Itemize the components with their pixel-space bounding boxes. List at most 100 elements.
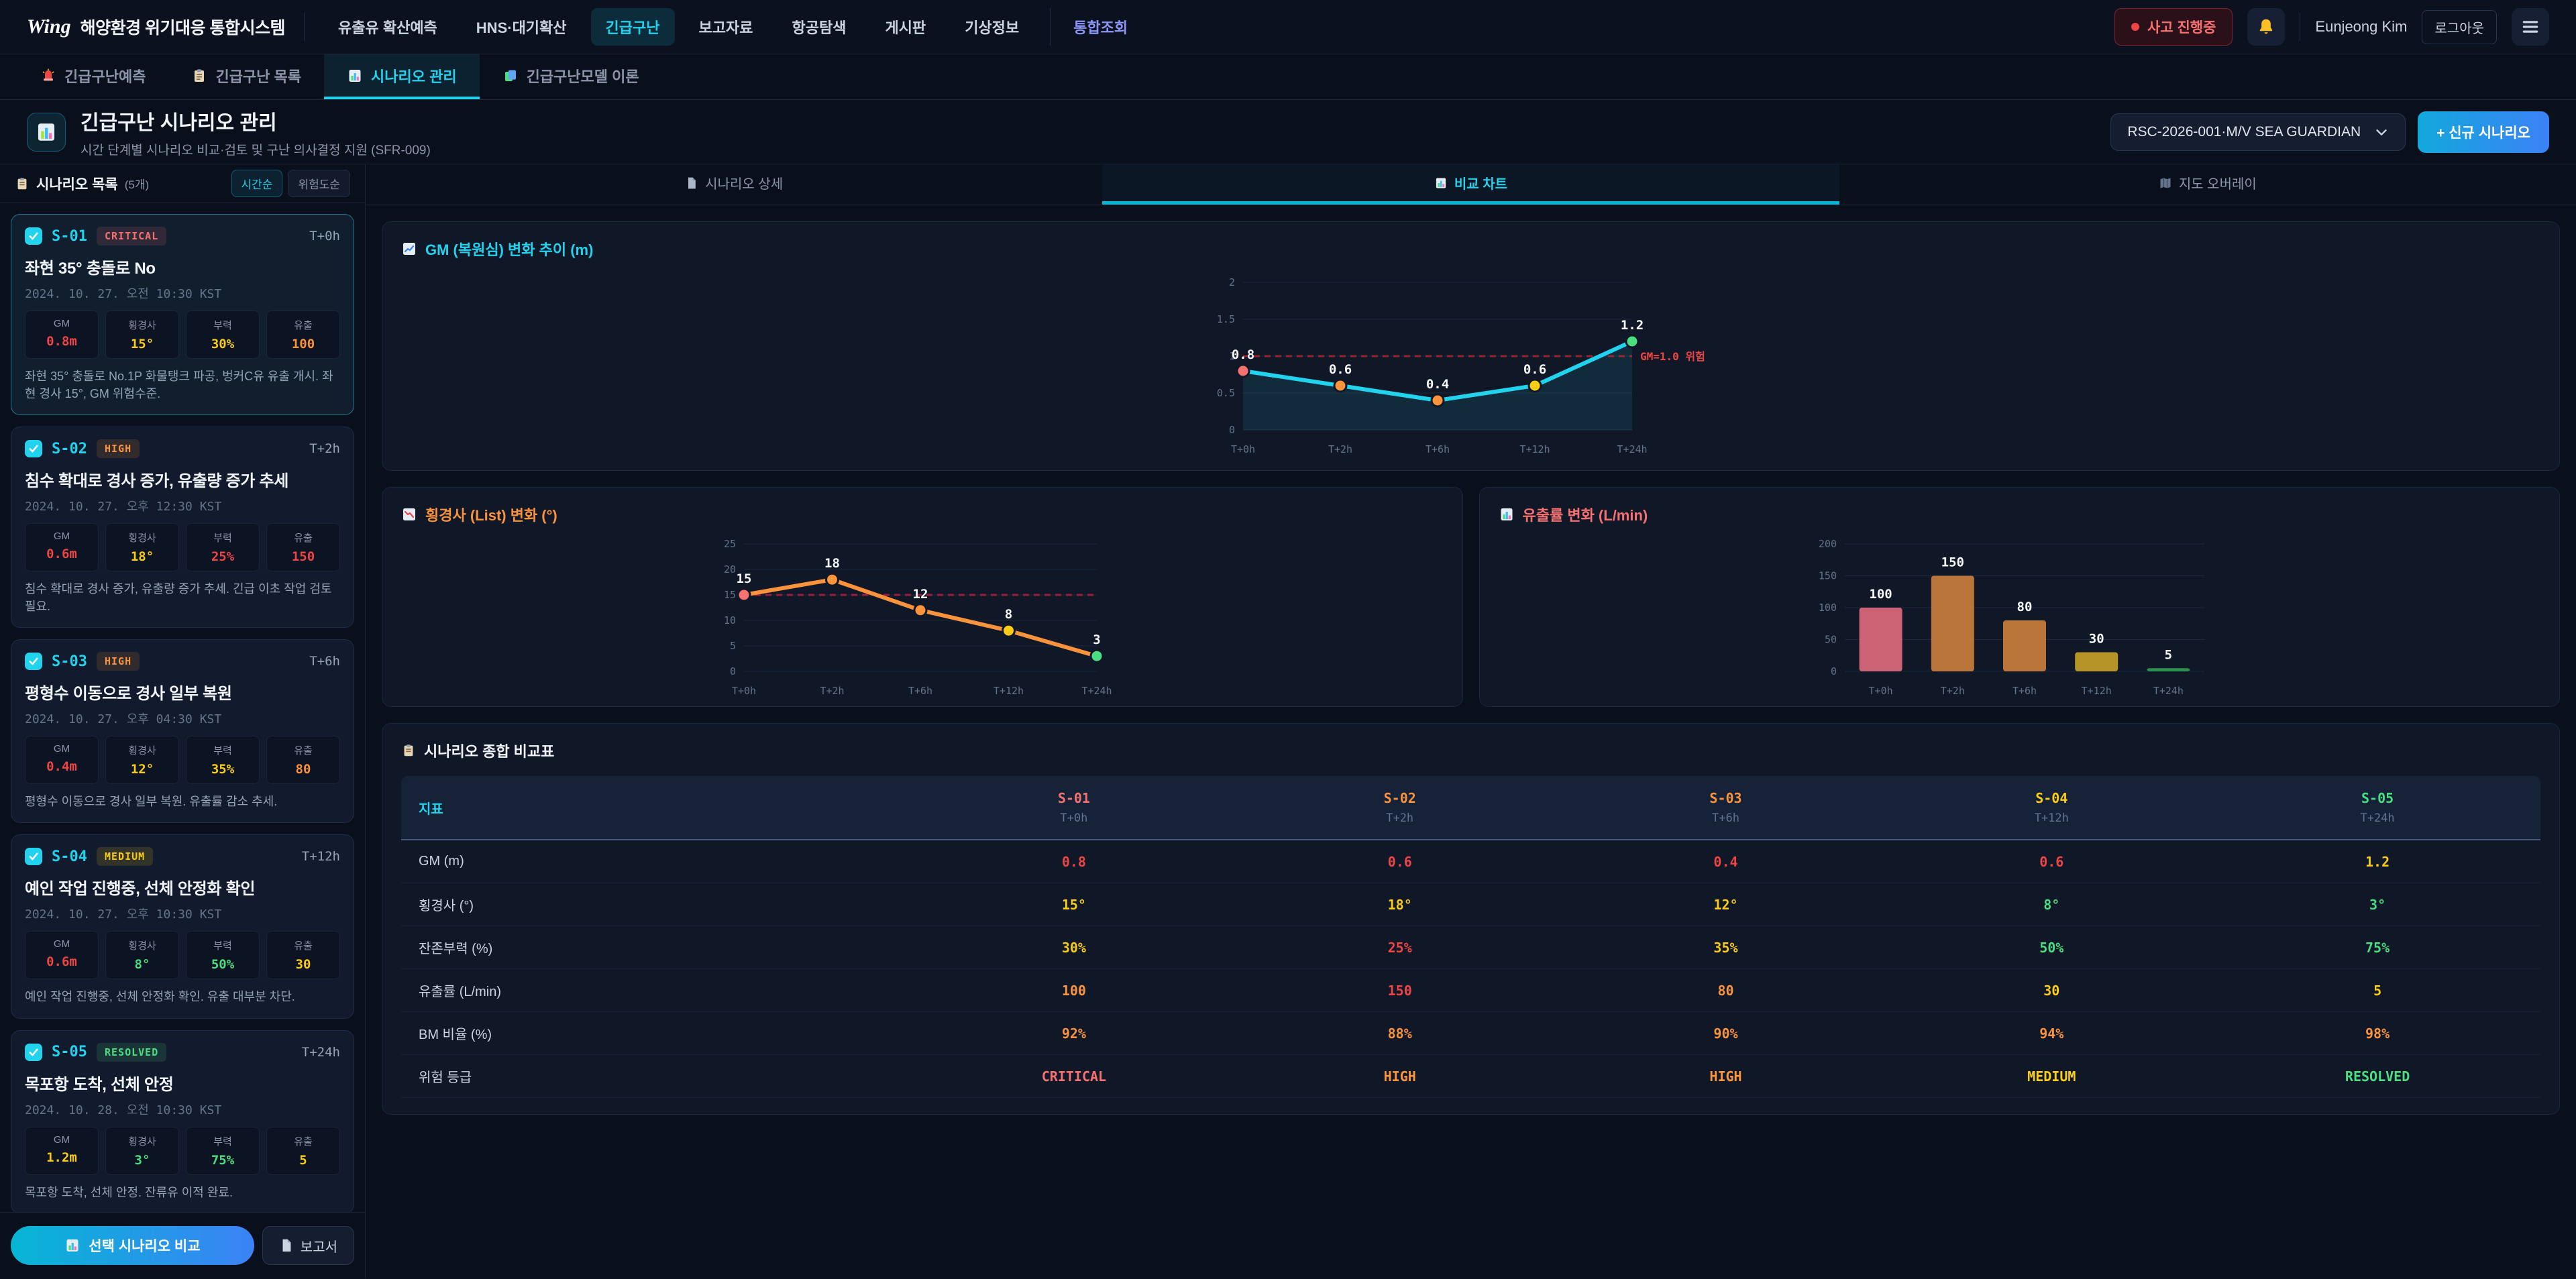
svg-text:0.4: 0.4	[1426, 377, 1448, 392]
tab-rescue-model-theory[interactable]: 긴급구난모델 이론	[480, 54, 662, 99]
table-cell: 18°	[1387, 896, 1412, 913]
table-cell: 0.4	[1713, 853, 1738, 870]
svg-text:0.6: 0.6	[1328, 362, 1351, 377]
metric-value: 5	[299, 1152, 307, 1168]
scenario-metric: 횡경사 18°	[105, 523, 179, 572]
scenario-metric: 횡경사 8°	[105, 931, 179, 980]
logout-button[interactable]: 로그아웃	[2422, 9, 2497, 44]
table-cell: 100	[1061, 982, 1086, 999]
table-cell: RESOLVED	[2345, 1068, 2410, 1085]
case-selector-dropdown[interactable]: RSC-2026-001·M/V SEA GUARDIAN	[2110, 113, 2406, 151]
scenario-description: 평형수 이동으로 경사 일부 복원. 유출률 감소 추세.	[25, 795, 278, 809]
spill-rate-card: 유출률 변화 (L/min) 0 50 100 150 200 100 T+0h 150 T+2…	[1479, 487, 2560, 707]
column-time-offset: T+6h	[1712, 812, 1739, 825]
metric-label: GM	[53, 318, 70, 329]
svg-text:12: 12	[912, 587, 928, 602]
svg-text:GM=1.0 위험: GM=1.0 위험	[1640, 350, 1705, 363]
sort-by-time-button[interactable]: 시간순	[231, 170, 283, 197]
metric-label: 유출	[294, 745, 313, 757]
svg-text:T+0h: T+0h	[732, 685, 756, 697]
scenario-checkbox[interactable]	[25, 653, 42, 671]
scenario-datetime: 2024. 10. 27. 오후 12:30 KST	[25, 500, 222, 514]
svg-text:0: 0	[730, 665, 736, 677]
menu-button[interactable]	[2512, 8, 2549, 46]
row-metric-label: 잔존부력 (%)	[419, 942, 493, 956]
scenario-metric: 횡경사 3°	[105, 1126, 179, 1175]
nav-item-board[interactable]: 게시판	[885, 19, 926, 36]
metric-value: 50%	[211, 957, 235, 972]
scenario-metric: 유출 80	[266, 736, 340, 785]
compare-button-label: 선택 시나리오 비교	[89, 1239, 201, 1254]
tab-scenario-management[interactable]: 시나리오 관리	[324, 54, 480, 99]
table-scenario-column-header: S-05 T+24h	[2214, 790, 2540, 825]
scenario-checkbox[interactable]	[25, 848, 42, 866]
tab-comparison-charts[interactable]: 비교 차트	[1102, 164, 1839, 205]
scenario-checkbox[interactable]	[25, 440, 42, 458]
table-title-row: 시나리오 종합 비교표	[401, 740, 2540, 761]
table-cell: 3°	[2369, 896, 2386, 913]
tab-map-overlay[interactable]: 지도 오버레이	[1839, 164, 2576, 205]
list-chart-title: 횡경사 (List) 변화 (°)	[425, 507, 557, 524]
scenario-title: 좌현 35° 충돌로 No	[25, 260, 156, 278]
table-cell: 1.2	[2365, 853, 2390, 870]
report-button[interactable]: 보고서	[262, 1226, 354, 1265]
nav-item-emergency-rescue[interactable]: 긴급구난	[590, 8, 675, 46]
scenario-checkbox[interactable]	[25, 227, 42, 245]
metric-label: GM	[53, 938, 70, 950]
svg-text:T+2h: T+2h	[820, 685, 844, 697]
scenario-id: S-05	[52, 1044, 87, 1061]
tab-rescue-list[interactable]: 긴급구난 목록	[168, 54, 324, 99]
scenario-id: S-01	[52, 227, 87, 245]
scenario-checkbox[interactable]	[25, 1043, 42, 1061]
page-actions: RSC-2026-001·M/V SEA GUARDIAN + 신규 시나리오	[2110, 111, 2549, 153]
table-cell: 35%	[1713, 939, 1738, 956]
new-scenario-button[interactable]: + 신규 시나리오	[2418, 111, 2549, 153]
column-scenario-id: S-04	[2035, 790, 2068, 806]
scenario-metric: 부력 25%	[186, 523, 260, 572]
notification-button[interactable]	[2247, 8, 2286, 46]
comparison-table-card: 시나리오 종합 비교표 지표 S-01 T+0h S-02 T+2h S-03 T+6…	[382, 723, 2560, 1115]
table-cell: 94%	[2039, 1025, 2064, 1042]
scenario-metric: 부력 50%	[186, 931, 260, 980]
metric-value: 1.2m	[46, 1150, 77, 1165]
main-menu: 유출유 확산예측 HNS·대기확산 긴급구난 보고자료 항공탐색 게시판 기상정…	[323, 8, 2096, 46]
scenario-metric: 유출 5	[266, 1126, 340, 1175]
list-angle-card: 횡경사 (List) 변화 (°) 0 5 10 15 20 25 15 18 12 8 3 T+0h…	[382, 487, 1463, 707]
scenario-description: 침수 확대로 경사 증가, 유출량 증가 추세. 긴급 이초 작업 검토 필요.	[25, 582, 332, 614]
column-scenario-id: S-03	[1709, 790, 1742, 806]
compare-scenarios-button[interactable]: 선택 시나리오 비교	[11, 1226, 254, 1265]
table-title: 시나리오 종합 비교표	[424, 743, 555, 760]
scenario-description: 예인 작업 진행중, 선체 안정화 확인. 유출 대부분 차단.	[25, 990, 295, 1004]
svg-text:25: 25	[724, 538, 736, 550]
nav-item-oil-spread[interactable]: 유출유 확산예측	[338, 19, 437, 36]
sort-by-risk-button[interactable]: 위험도순	[288, 170, 350, 197]
scenario-card[interactable]: S-02 HIGH T+2h 침수 확대로 경사 증가, 유출량 증가 추세 2…	[11, 427, 354, 628]
scenario-card[interactable]: S-05 RESOLVED T+24h 목포항 도착, 선체 안정 2024. …	[11, 1030, 354, 1212]
bar-chart-icon	[1501, 508, 1512, 520]
scenario-card[interactable]: S-01 CRITICAL T+0h 좌현 35° 충돌로 No 2024. 1…	[11, 214, 354, 416]
svg-text:0.5: 0.5	[1216, 387, 1234, 399]
gm-chart-title-row: GM (복원심) 변화 추이 (m)	[401, 238, 2540, 260]
layers-icon	[504, 70, 516, 81]
chevron-down-icon	[2376, 129, 2387, 135]
nav-item-integrated-search[interactable]: 통합조회	[1050, 8, 1142, 46]
nav-item-hns[interactable]: HNS·대기확산	[476, 19, 567, 36]
tab-scenario-detail[interactable]: 시나리오 상세	[366, 164, 1102, 205]
scenario-id: S-03	[52, 653, 87, 670]
scenario-metrics: GM 0.8m 횡경사 15° 부력 30% 유출 100	[25, 311, 340, 359]
check-icon	[29, 853, 38, 860]
scenario-risk-badge: HIGH	[96, 439, 140, 459]
nav-item-reports[interactable]: 보고자료	[698, 19, 753, 36]
metric-label: 유출	[294, 940, 313, 952]
tab-rescue-forecast[interactable]: 긴급구난예측	[17, 54, 168, 99]
incident-status-label: 사고 진행중	[2147, 20, 2216, 36]
bar-chart-icon	[38, 123, 55, 141]
check-icon	[29, 657, 38, 665]
scenario-card[interactable]: S-04 MEDIUM T+12h 예인 작업 진행중, 선체 안정화 확인 2…	[11, 834, 354, 1019]
nav-item-weather[interactable]: 기상정보	[965, 19, 1020, 36]
scenario-card[interactable]: S-03 HIGH T+6h 평형수 이동으로 경사 일부 복원 2024. 1…	[11, 639, 354, 824]
spill-chart-title: 유출률 변화 (L/min)	[1522, 507, 1648, 524]
table-cell: 88%	[1387, 1025, 1412, 1042]
nav-item-air-search[interactable]: 항공탐색	[792, 19, 847, 36]
svg-text:2: 2	[1228, 276, 1234, 288]
